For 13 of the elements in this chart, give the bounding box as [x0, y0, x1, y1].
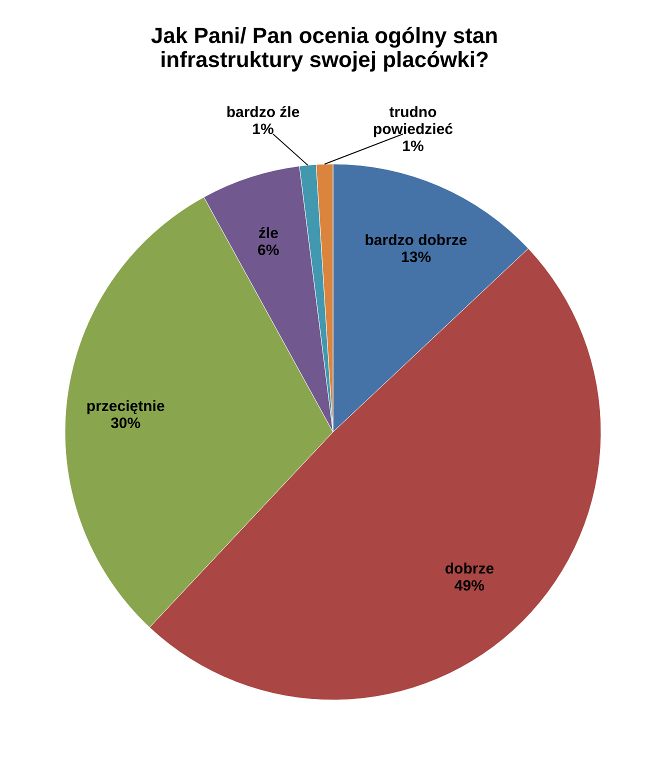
data-label: 1% [252, 121, 274, 138]
data-label: 30% [110, 414, 141, 432]
data-label: 13% [401, 249, 432, 266]
slice-label: bardzo źle [226, 104, 300, 121]
slice-label: trudno powiedzieć [372, 104, 454, 138]
data-label: 1% [402, 138, 424, 155]
chart-title: Jak Pani/ Pan ocenia ogólny stan infrastruktury swojej placówki? [150, 23, 498, 72]
slice-label: dobrze [444, 560, 494, 578]
data-label: 6% [258, 242, 280, 260]
slice-label: bardzo dobrze [364, 232, 468, 250]
data-label: 49% [454, 577, 484, 594]
slice-label: przeciętnie [86, 398, 165, 415]
slice-label: źle [258, 225, 278, 242]
